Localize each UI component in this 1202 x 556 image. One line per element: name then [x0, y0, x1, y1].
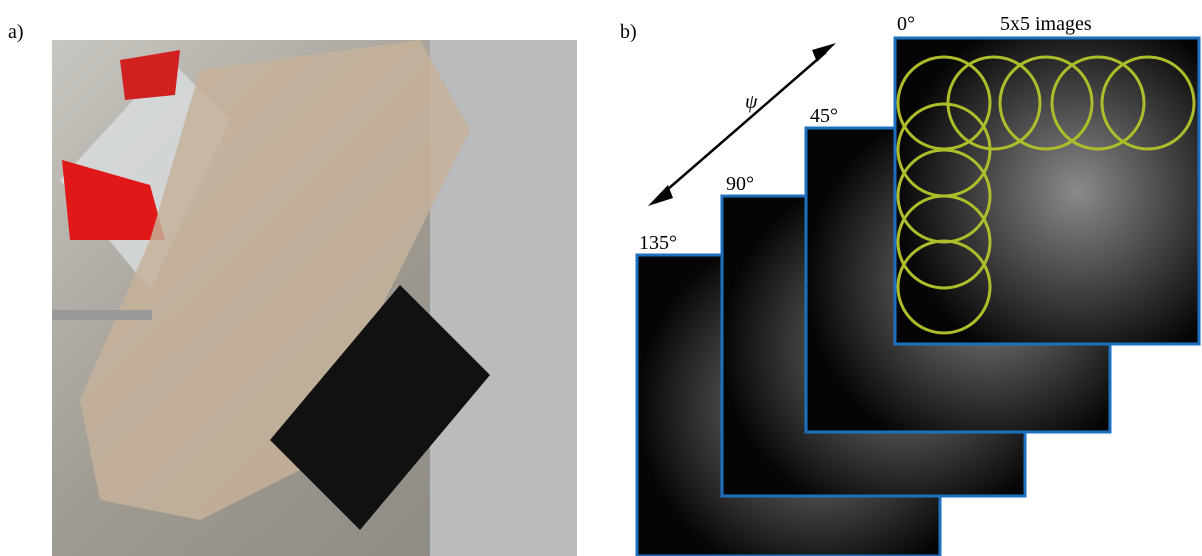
photo	[52, 40, 577, 556]
panel-label: a)	[8, 21, 24, 43]
caption: 5x5 images	[1000, 13, 1092, 35]
angle-label: 45°	[810, 105, 838, 127]
xray-stack	[637, 38, 1199, 556]
angle-label: 0°	[897, 13, 915, 35]
angle-label: 90°	[726, 173, 754, 195]
psi-symbol: ψ	[745, 91, 758, 113]
figure: a) b) ψ 0° 5x5 images 45° 90° 135°	[0, 0, 1202, 556]
panel-label: b)	[620, 21, 637, 43]
angle-label: 135°	[639, 232, 677, 254]
